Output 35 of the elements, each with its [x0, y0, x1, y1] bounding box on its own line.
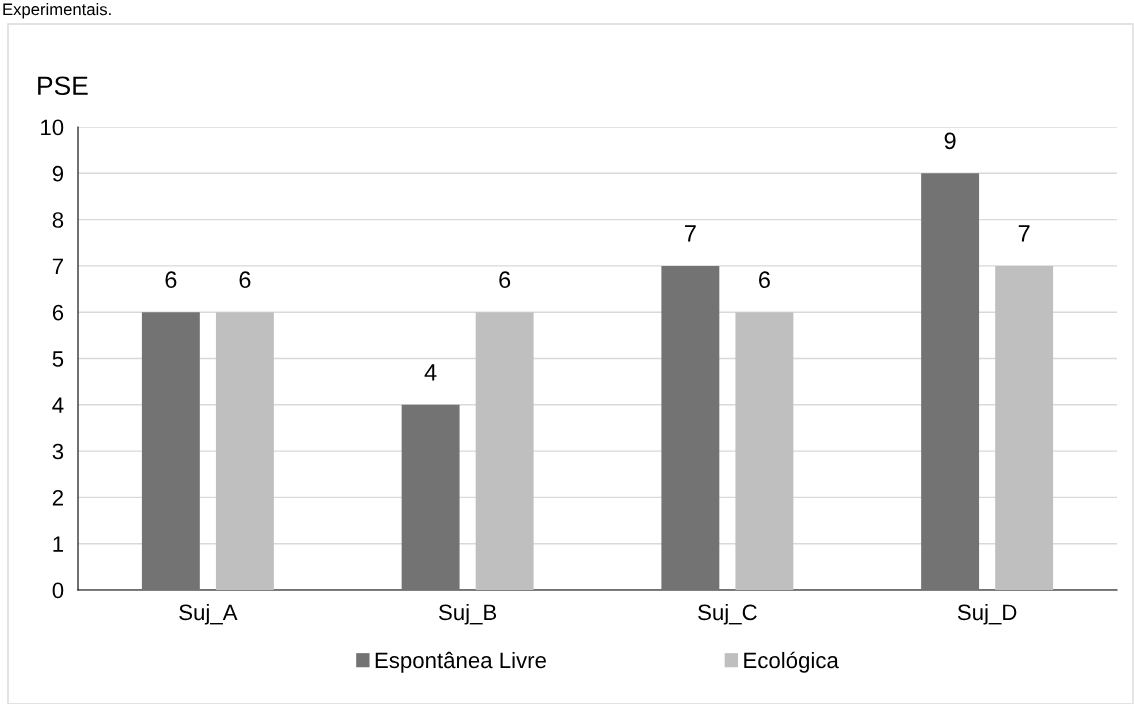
- text: Experimentais.: [3, 3, 111, 19]
- y-tick-label: 6: [52, 304, 64, 321]
- data-label: 7: [685, 225, 696, 242]
- data-label: 6: [239, 271, 251, 289]
- x-tick-label: Suj_B: [438, 603, 497, 625]
- data-label: 6: [499, 271, 511, 289]
- bar: [141, 312, 200, 590]
- bar: [401, 404, 460, 590]
- x-tick-label: Suj_C: [698, 603, 757, 625]
- legend-label: Ecológica: [744, 651, 839, 673]
- data-label: 4: [424, 364, 437, 381]
- bar: [735, 312, 794, 590]
- y-tick-label: 4: [52, 397, 64, 413]
- data-label: 7: [1018, 225, 1030, 242]
- legend-label: Espontânea Livre: [375, 651, 546, 673]
- y-axis-title: PSE: [38, 76, 88, 96]
- y-tick-label: 9: [52, 165, 64, 182]
- y-tick-label: 0: [52, 582, 64, 599]
- y-tick-label: 5: [52, 351, 64, 367]
- bar: [921, 173, 980, 590]
- y-tick-label: 10: [41, 119, 64, 136]
- y-tick-label: 7: [52, 258, 63, 274]
- y-tick-label: 8: [52, 212, 64, 228]
- y-tick-label: 2: [52, 489, 63, 506]
- bar: [215, 312, 274, 590]
- x-tick-label: Suj_D: [957, 603, 1017, 625]
- data-label: 9: [944, 132, 956, 150]
- y-tick-label: 1: [53, 536, 64, 552]
- data-label: 6: [165, 271, 177, 289]
- bar: [475, 312, 534, 590]
- bar: [661, 265, 720, 590]
- x-tick-label: Suj_A: [179, 603, 238, 625]
- bar: [995, 265, 1054, 590]
- data-label: 6: [759, 271, 770, 289]
- y-tick-label: 3: [52, 443, 64, 460]
